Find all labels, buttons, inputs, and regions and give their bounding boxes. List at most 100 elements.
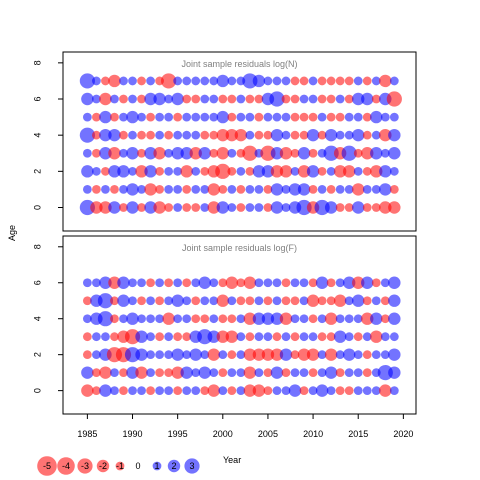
- bubble-negative: [379, 74, 392, 88]
- bubble-positive: [344, 314, 354, 324]
- bubble-positive: [92, 166, 101, 176]
- bubble-negative: [252, 348, 266, 361]
- bubble-positive: [117, 165, 130, 178]
- bubble-negative: [236, 203, 246, 212]
- bubble-negative: [191, 296, 201, 306]
- bubble-positive: [389, 332, 399, 342]
- y-tick-label: 0: [32, 205, 42, 210]
- bubble-negative: [371, 94, 381, 104]
- bubble-negative: [279, 147, 293, 160]
- bubble-negative: [146, 112, 155, 122]
- bubble-negative: [119, 130, 128, 140]
- bubble-positive: [227, 148, 237, 158]
- bubble-negative: [324, 312, 338, 325]
- bubble-positive: [197, 329, 213, 345]
- bubble-negative: [353, 332, 363, 342]
- bubble-negative: [137, 296, 146, 306]
- legend-bubble: [167, 459, 181, 473]
- bubble-negative: [299, 386, 309, 396]
- bubble-negative: [379, 384, 392, 397]
- bubble-positive: [236, 94, 246, 104]
- bubble-negative: [317, 296, 327, 306]
- bubble-positive: [110, 386, 119, 396]
- bubble-positive: [82, 112, 92, 122]
- bubble-negative: [108, 276, 121, 289]
- bubble-negative: [191, 203, 201, 212]
- bubble-positive: [263, 112, 273, 122]
- bubble-positive: [155, 112, 164, 122]
- bubble-positive: [128, 94, 137, 104]
- bubble-negative: [92, 148, 101, 158]
- bubble-positive: [126, 183, 139, 196]
- bubble-negative: [99, 201, 112, 214]
- bubble-positive: [200, 296, 210, 306]
- bubble-positive: [146, 76, 155, 86]
- bubble-positive: [254, 203, 264, 212]
- bubble-positive: [97, 311, 114, 327]
- bubble-negative: [155, 185, 164, 194]
- bubble-positive: [342, 276, 356, 289]
- bubble-negative: [362, 368, 372, 378]
- bubble-positive: [79, 127, 95, 143]
- bubble-positive: [155, 314, 164, 324]
- bubble-positive: [173, 203, 183, 212]
- bubble-positive: [227, 76, 237, 86]
- bubble-negative: [164, 278, 174, 288]
- bubble-positive: [352, 92, 365, 106]
- bubble-positive: [153, 92, 166, 106]
- bubble-positive: [173, 166, 183, 176]
- bubble-negative: [324, 348, 338, 361]
- bubble-positive: [245, 112, 255, 122]
- bubble-positive: [108, 165, 121, 178]
- bubble-negative: [270, 348, 284, 361]
- bubble-negative: [263, 185, 273, 194]
- bubble-positive: [371, 130, 381, 140]
- bubble-positive: [182, 130, 192, 140]
- bubble-positive: [236, 166, 246, 176]
- bubble-negative: [326, 332, 336, 342]
- bubble-negative: [236, 278, 246, 288]
- bubble-negative: [386, 91, 402, 107]
- bubble-positive: [164, 386, 174, 396]
- bubble-positive: [146, 350, 155, 360]
- bubble-positive: [281, 112, 291, 122]
- bubble-positive: [317, 368, 327, 378]
- bubble-negative: [200, 166, 210, 176]
- bubble-positive: [110, 94, 119, 104]
- bubble-negative: [137, 203, 146, 212]
- bubble-negative: [362, 76, 372, 86]
- bubble-negative: [352, 183, 365, 196]
- x-tick-label: 1990: [123, 429, 143, 439]
- bubble-positive: [209, 296, 219, 306]
- x-tick-label: 2015: [348, 429, 368, 439]
- bubble-positive: [252, 312, 266, 325]
- legend-bubble: [77, 458, 93, 474]
- bubble-positive: [270, 312, 284, 325]
- bubble-negative: [92, 185, 101, 194]
- bubble-positive: [344, 130, 354, 140]
- bubble-negative: [306, 348, 320, 361]
- bubble-positive: [99, 147, 112, 160]
- bubble-positive: [173, 130, 183, 140]
- bubble-positive: [92, 332, 101, 342]
- bubble-positive: [353, 386, 363, 396]
- bubble-negative: [308, 278, 318, 288]
- bubble-positive: [272, 112, 282, 122]
- bubble-positive: [353, 368, 363, 378]
- bubble-negative: [243, 312, 257, 325]
- bubble-positive: [388, 128, 401, 142]
- bubble-positive: [128, 296, 137, 306]
- bubble-negative: [82, 332, 92, 342]
- bubble-positive: [180, 366, 193, 379]
- bubble-negative: [272, 332, 282, 342]
- bubble-positive: [333, 330, 347, 343]
- bubble-positive: [99, 384, 112, 397]
- bubble-positive: [370, 110, 383, 124]
- bubble-negative: [344, 386, 354, 396]
- bubble-negative: [361, 312, 374, 325]
- bubble-negative: [137, 130, 146, 140]
- bubble-positive: [209, 278, 219, 288]
- bubble-negative: [317, 166, 327, 176]
- bubble-positive: [164, 166, 174, 176]
- y-tick-label: 6: [32, 280, 42, 285]
